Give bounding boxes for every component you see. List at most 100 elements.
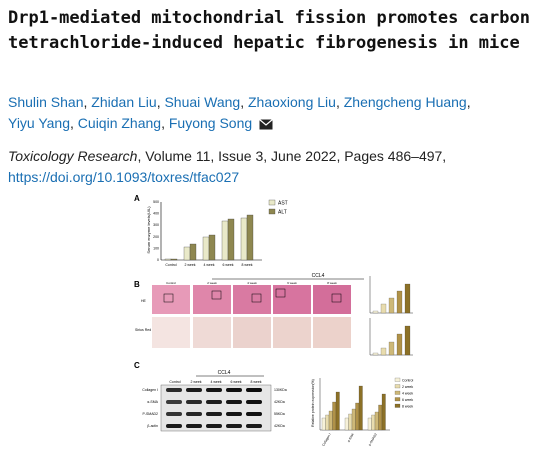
lane-label: Control — [169, 380, 181, 384]
bar-alt-8week — [246, 214, 254, 261]
bar-ast-6week — [221, 220, 229, 261]
article-figure: A Serum enzyme levels(U/L) 0 100 200 300… — [134, 194, 414, 447]
panel-a-ylabel: Serum enzyme levels(U/L) — [146, 206, 151, 254]
column-label: 6 week — [287, 281, 297, 285]
micrograph-sr-4week — [233, 317, 271, 348]
author-link[interactable]: Fuyong Song — [168, 115, 253, 131]
bar-ast-2week — [183, 246, 191, 261]
bar-alt-6week — [227, 218, 235, 261]
lane-label: 2 week — [190, 380, 201, 384]
micrograph-sr-2week — [193, 317, 231, 348]
lane-label: 6 week — [230, 380, 241, 384]
ytick-label: 0 — [157, 258, 159, 262]
legend-label-ast: AST — [278, 201, 288, 207]
panel-label-b: B — [134, 280, 140, 289]
panel-label-a: A — [134, 194, 140, 203]
journal-details: , Volume 11, Issue 3, June 2022, Pages 4… — [137, 148, 447, 164]
mw-label: 42KDa — [274, 400, 285, 404]
author-list: Shulin Shan, Zhidan Liu, Shuai Wang, Zha… — [8, 94, 471, 131]
ytick-label: 100 — [153, 246, 159, 250]
protein-label: P-SMAD2 — [142, 412, 158, 416]
panel-c-chart-xlabels: Collagen I α-SMA p-SMAD2 — [321, 432, 378, 447]
panel-c-lane-labels: Control 2 week 4 week 6 week 8 week — [169, 380, 261, 384]
micrograph-sr-control — [152, 317, 190, 348]
western-blot-row-labels: Collagen I α-SMA P-SMAD2 β-actin — [142, 388, 158, 428]
zoom-box — [331, 293, 342, 303]
author-link[interactable]: Cuiqin Zhang — [77, 115, 162, 131]
panel-a-xticks: Control 2 week 4 week 6 week 8 week — [165, 263, 252, 267]
panel-a-bars — [164, 214, 254, 261]
micrograph-he-2week — [193, 285, 231, 314]
author-link[interactable]: Shuai Wang — [164, 94, 241, 110]
lane-label: 4 week — [210, 380, 221, 384]
xtick-label: Collagen I — [321, 432, 332, 447]
he-stain-images — [152, 285, 351, 314]
mw-label: 42KDa — [274, 424, 285, 428]
author-link[interactable]: Zhidan Liu — [91, 94, 157, 110]
citation: Toxicology Research, Volume 11, Issue 3,… — [8, 146, 548, 188]
legend-swatch — [394, 390, 401, 395]
ytick-label: 400 — [153, 212, 159, 216]
legend-swatch-ast — [268, 199, 276, 206]
panel-c-bar-chart — [319, 378, 390, 431]
protein-label: α-SMA — [147, 400, 158, 404]
micrograph-he-control — [152, 285, 190, 314]
panel-b-mini-chart-bottom — [369, 318, 413, 356]
sirius-red-images — [152, 317, 351, 348]
molecular-weight-labels: 130KDa 42KDa 55KDa 42KDa — [274, 388, 287, 428]
bar-ast-4week — [202, 236, 210, 261]
xtick-label: p-SMAD2 — [367, 432, 377, 446]
panel-c-chart-ylabel: Relative protein expression(%) — [311, 379, 315, 427]
mw-label: 130KDa — [274, 388, 287, 392]
micrograph-sr-6week — [273, 317, 311, 348]
xtick-label: 2 week — [184, 263, 195, 267]
micrograph-he-6week — [273, 285, 311, 314]
author-link[interactable]: Zhengcheng Huang — [343, 94, 467, 110]
protein-label: Collagen I — [142, 388, 158, 392]
mw-label: 55KDa — [274, 412, 285, 416]
article-title: Drp1-mediated mitochondrial fission prom… — [8, 8, 530, 53]
column-label: 2 week — [207, 281, 217, 285]
xtick-label: α-SMA — [346, 432, 355, 443]
xtick-label: 4 week — [203, 263, 214, 267]
protein-label: β-actin — [147, 424, 158, 428]
legend-label: 4 week — [402, 392, 413, 396]
legend-label-alt: ALT — [278, 210, 287, 216]
bar-alt-4week — [208, 234, 216, 261]
western-blot-image — [160, 384, 272, 432]
legend-label: Control — [402, 379, 414, 383]
panel-b-group-label: CCL4 — [312, 273, 325, 279]
legend-swatch — [394, 403, 401, 408]
panel-a-legend: AST ALT — [268, 199, 288, 216]
journal-name: Toxicology Research — [8, 148, 138, 164]
author-link[interactable]: Yiyu Yang — [8, 115, 71, 131]
xtick-label: 8 week — [241, 263, 252, 267]
panel-label-c: C — [134, 361, 140, 370]
author-link[interactable]: Shulin Shan — [8, 94, 84, 110]
xtick-label: 6 week — [222, 263, 233, 267]
row-label-he: HE — [141, 299, 147, 303]
zoom-box — [251, 293, 262, 303]
ytick-label: 300 — [153, 223, 159, 227]
bar-alt-2week — [189, 243, 197, 261]
lane-label: 8 week — [250, 380, 261, 384]
panel-b-column-labels: Control 2 week 4 week 6 week 8 week — [166, 281, 337, 285]
ytick-label: 200 — [153, 235, 159, 239]
bar-alt-control — [170, 258, 178, 261]
row-label-sirius: Sirius Red — [135, 328, 151, 332]
envelope-icon[interactable] — [259, 119, 273, 130]
legend-label: 8 week — [402, 405, 413, 409]
panel-c-legend: Control 2 week 4 week 6 week 8 week — [394, 377, 414, 409]
bar-ast-control — [164, 258, 172, 261]
micrograph-sr-8week — [313, 317, 351, 348]
zoom-box — [211, 290, 222, 300]
column-label: 8 week — [327, 281, 337, 285]
xtick-label: Control — [165, 263, 177, 267]
legend-label: 6 week — [402, 398, 413, 402]
doi-link[interactable]: https://doi.org/10.1093/toxres/tfac027 — [8, 169, 240, 185]
panel-b-mini-chart-top — [369, 276, 413, 314]
author-link[interactable]: Zhaoxiong Liu — [248, 94, 336, 110]
legend-swatch — [394, 384, 401, 389]
zoom-box — [163, 293, 174, 303]
legend-swatch — [394, 397, 401, 402]
